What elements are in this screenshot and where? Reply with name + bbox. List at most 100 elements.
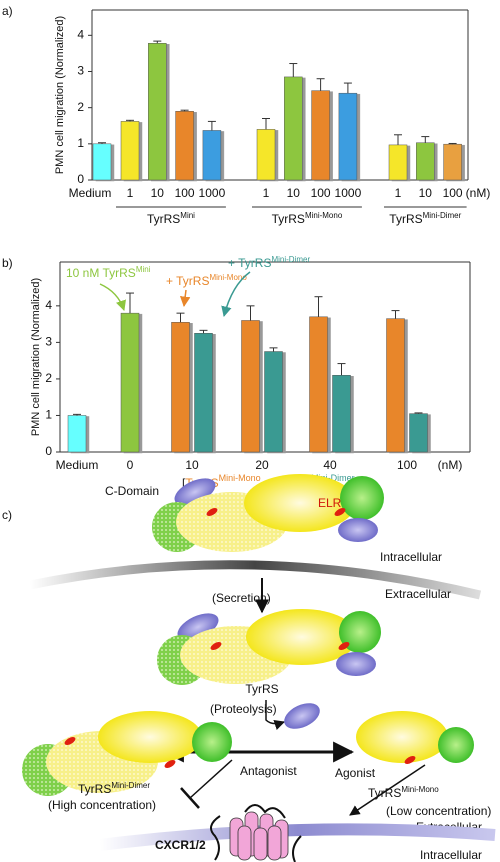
x-tick-label: Medium bbox=[56, 458, 99, 472]
label: C-Domain bbox=[105, 484, 159, 498]
annotation-arrow bbox=[179, 289, 191, 308]
series-label-base: + TyrRS bbox=[166, 274, 209, 288]
y-tick-label: 0 bbox=[77, 172, 84, 186]
x-tick-label: 100 bbox=[175, 186, 195, 200]
label: TyrRS bbox=[78, 782, 111, 796]
label: TyrRSMini-Mono bbox=[368, 785, 439, 801]
label: Antagonist bbox=[240, 764, 297, 778]
x-tick-label: 40 bbox=[323, 458, 337, 472]
protein-complex bbox=[157, 609, 381, 685]
x-tick-label: 1 bbox=[127, 186, 134, 200]
group-label: TyrRSMini-Dimer bbox=[389, 211, 461, 227]
c-domain bbox=[284, 703, 320, 729]
bar bbox=[92, 143, 112, 181]
y-tick-label: 3 bbox=[77, 64, 84, 78]
label: TyrRS bbox=[245, 682, 278, 696]
panel-label: b) bbox=[2, 256, 13, 270]
dimer bbox=[22, 711, 232, 796]
bar bbox=[256, 129, 276, 181]
x-tick-label: Medium bbox=[69, 186, 112, 200]
series-label-base: + TyrRS bbox=[228, 256, 271, 270]
x-tick-label: 100 bbox=[397, 458, 417, 472]
bar bbox=[409, 413, 428, 453]
group-label: TyrRSMini bbox=[147, 211, 195, 227]
bar bbox=[175, 111, 194, 181]
label: ELR bbox=[318, 496, 342, 510]
label: TyrRSMini-Dimer bbox=[78, 781, 150, 797]
label-sup: Mini-Dimer bbox=[111, 781, 150, 790]
y-tick-label: 2 bbox=[45, 371, 52, 385]
label: TyrRS bbox=[368, 786, 401, 800]
y-axis-label: PMN cell migration (Normalized) bbox=[54, 16, 66, 174]
bar bbox=[202, 130, 222, 181]
y-axis-label: PMN cell migration (Normalized) bbox=[30, 278, 42, 436]
bar bbox=[194, 333, 213, 453]
y-tick-label: 4 bbox=[77, 27, 84, 41]
y-tick-label: 1 bbox=[77, 136, 84, 150]
unit-label: (nM) bbox=[438, 458, 463, 472]
bar bbox=[443, 143, 462, 181]
label: (Low concentration) bbox=[386, 804, 491, 818]
label: CXCR1/2 bbox=[155, 838, 206, 852]
group-label-base: TyrRS bbox=[389, 212, 422, 226]
group-label-sup: Mini bbox=[180, 211, 195, 220]
label: (Secretion) bbox=[212, 591, 271, 605]
bar bbox=[416, 142, 435, 181]
x-tick-label: 10 bbox=[151, 186, 165, 200]
membrane bbox=[29, 560, 482, 600]
x-tick-label: 100 bbox=[443, 186, 463, 200]
y-tick-label: 1 bbox=[45, 408, 52, 422]
diagram: C-Domain ELR Intracellular Extracellular… bbox=[22, 474, 496, 862]
series-label-base: 10 nM TyrRS bbox=[66, 266, 136, 280]
label: Intracellular bbox=[420, 848, 482, 862]
bar bbox=[338, 92, 358, 181]
x-tick-label: 20 bbox=[255, 458, 269, 472]
x-tick-label: 100 bbox=[311, 186, 331, 200]
label: Extracellular bbox=[385, 587, 451, 601]
arrow bbox=[265, 700, 285, 730]
x-tick-label: 1 bbox=[395, 186, 402, 200]
annotation-arrow bbox=[99, 283, 126, 311]
x-axis-label-part: Mini-Dimer bbox=[311, 473, 355, 483]
bar bbox=[171, 322, 190, 453]
label: (Proteolysis) bbox=[210, 702, 277, 716]
x-tick-label: 10 bbox=[185, 458, 199, 472]
x-tick-label: 1000 bbox=[335, 186, 362, 200]
panel-labels: a) b) c) bbox=[2, 4, 13, 522]
inhibit-bar bbox=[180, 787, 200, 809]
x-axis-label-part: Mini-Mono bbox=[219, 473, 261, 483]
monomer bbox=[356, 711, 474, 764]
label: Intracellular bbox=[380, 550, 442, 564]
series-label-sup: Mini bbox=[136, 265, 151, 274]
bar bbox=[148, 43, 167, 181]
protein-complex bbox=[152, 474, 384, 552]
group-label-sup: Mini-Dimer bbox=[423, 211, 462, 220]
bar bbox=[284, 76, 303, 181]
bar bbox=[67, 415, 87, 453]
unit-label: (nM) bbox=[466, 186, 491, 200]
y-tick-label: 2 bbox=[77, 100, 84, 114]
x-axis-label-part: [ bbox=[182, 476, 186, 490]
x-tick-label: 0 bbox=[127, 458, 134, 472]
group-label-base: TyrRS bbox=[272, 212, 305, 226]
y-tick-label: 0 bbox=[45, 444, 52, 458]
inhibit-line bbox=[189, 759, 233, 799]
y-tick-label: 4 bbox=[45, 298, 52, 312]
group-label-sup: Mini-Mono bbox=[305, 211, 343, 220]
series-label: + TyrRSMini-Dimer bbox=[228, 255, 310, 271]
panel-label: c) bbox=[2, 508, 12, 522]
bar bbox=[386, 318, 405, 453]
panel-label: a) bbox=[2, 4, 13, 18]
bar bbox=[264, 351, 283, 453]
group-label: TyrRSMini-Mono bbox=[272, 211, 343, 227]
receptor bbox=[210, 804, 302, 862]
bar bbox=[311, 90, 330, 181]
bar bbox=[120, 121, 140, 181]
arrow bbox=[349, 764, 426, 816]
x-tick-label: 10 bbox=[287, 186, 301, 200]
series-label-sup: Mini-Mono bbox=[209, 273, 247, 282]
bar bbox=[388, 144, 408, 181]
